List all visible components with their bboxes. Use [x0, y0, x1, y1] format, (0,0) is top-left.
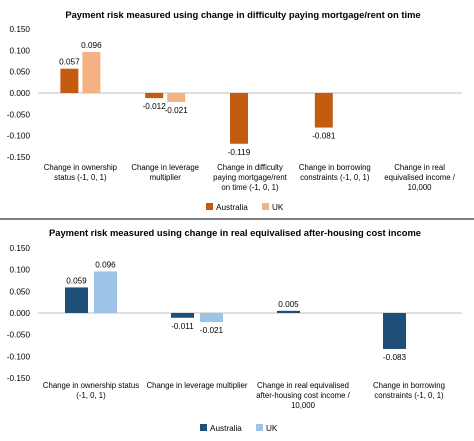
legend-swatch-uk: [256, 424, 263, 431]
y-tick-label: 0.150: [10, 25, 31, 34]
category-label: equivalised income /: [384, 173, 455, 182]
data-label: -0.081: [312, 132, 336, 141]
y-tick-label: -0.150: [7, 374, 31, 383]
category-label: Change in ownership: [44, 163, 118, 172]
category-label: Change in leverage multiplier: [147, 381, 248, 390]
y-tick-label: -0.150: [7, 153, 31, 162]
category-label: Change in real: [394, 163, 445, 172]
y-tick-label: -0.100: [7, 352, 31, 361]
data-label: -0.083: [383, 353, 407, 362]
chart-title: Payment risk measured using change in di…: [65, 9, 420, 20]
category-label: (-1, 0, 1): [76, 391, 106, 400]
category-label: Change in borrowing: [373, 381, 445, 390]
y-tick-label: -0.050: [7, 331, 31, 340]
y-tick-label: 0.050: [10, 287, 31, 296]
bar-uk: [200, 313, 223, 323]
data-label: 0.059: [66, 276, 87, 285]
legend-swatch-australia: [200, 424, 207, 431]
bar-australia: [145, 93, 164, 99]
bar-uk: [167, 93, 186, 102]
data-label: 0.005: [278, 300, 299, 309]
category-label: Change in real equivalised: [257, 381, 349, 390]
category-label: after-housing cost income /: [256, 391, 350, 400]
bar-australia: [230, 93, 248, 144]
data-label: 0.096: [81, 41, 102, 50]
legend-label-uk: UK: [272, 203, 284, 212]
data-label: 0.096: [95, 260, 116, 269]
y-tick-label: 0.050: [10, 68, 31, 77]
category-label: paying mortgage/rent: [213, 173, 288, 182]
y-tick-label: 0.000: [10, 89, 31, 98]
y-tick-label: 0.100: [10, 46, 31, 55]
legend-swatch-uk: [262, 203, 269, 210]
panel-divider: [0, 218, 474, 220]
legend-swatch-australia: [206, 203, 213, 210]
data-label: 0.057: [59, 58, 80, 67]
category-label: Change in ownership status: [43, 381, 139, 390]
category-label: 10,000: [291, 401, 316, 410]
bottom-chart-panel: Payment risk measured using change in re…: [0, 220, 474, 441]
y-tick-label: 0.100: [10, 266, 31, 275]
chart-title: Payment risk measured using change in re…: [49, 227, 421, 238]
category-label: Change in difficulty: [217, 163, 283, 172]
y-tick-label: 0.150: [10, 244, 31, 253]
data-label: -0.021: [165, 106, 189, 115]
bar-australia: [314, 93, 333, 128]
bar-australia: [65, 287, 88, 313]
y-tick-label: 0.000: [10, 309, 31, 318]
bar-uk: [82, 52, 101, 93]
bar-australia: [171, 313, 194, 318]
bar-uk: [94, 271, 117, 313]
category-label: Change in leverage: [131, 163, 199, 172]
legend-label-australia: Australia: [210, 424, 242, 433]
data-label: -0.119: [228, 148, 251, 157]
data-label: -0.021: [200, 326, 224, 335]
category-label: constraints (-1, 0, 1): [300, 173, 370, 182]
bar-australia: [383, 313, 406, 349]
top-chart: Payment risk measured using change in di…: [7, 9, 462, 212]
bar-australia: [60, 68, 79, 93]
data-label: -0.011: [171, 322, 194, 331]
data-label: -0.012: [143, 102, 167, 111]
bar-australia: [277, 310, 300, 313]
category-label: constraints (-1, 0, 1): [374, 391, 444, 400]
category-label: Change in borrowing: [299, 163, 371, 172]
y-tick-label: -0.100: [7, 132, 31, 141]
y-tick-label: -0.050: [7, 110, 31, 119]
category-label: on time (-1, 0, 1): [221, 183, 279, 192]
legend-label-australia: Australia: [216, 203, 248, 212]
category-label: 10,000: [408, 183, 433, 192]
top-chart-panel: Payment risk measured using change in di…: [0, 0, 474, 218]
legend-label-uk: UK: [266, 424, 278, 433]
category-label: multiplier: [150, 173, 182, 182]
category-label: status (-1, 0, 1): [54, 173, 107, 182]
bottom-chart: Payment risk measured using change in re…: [7, 227, 462, 433]
